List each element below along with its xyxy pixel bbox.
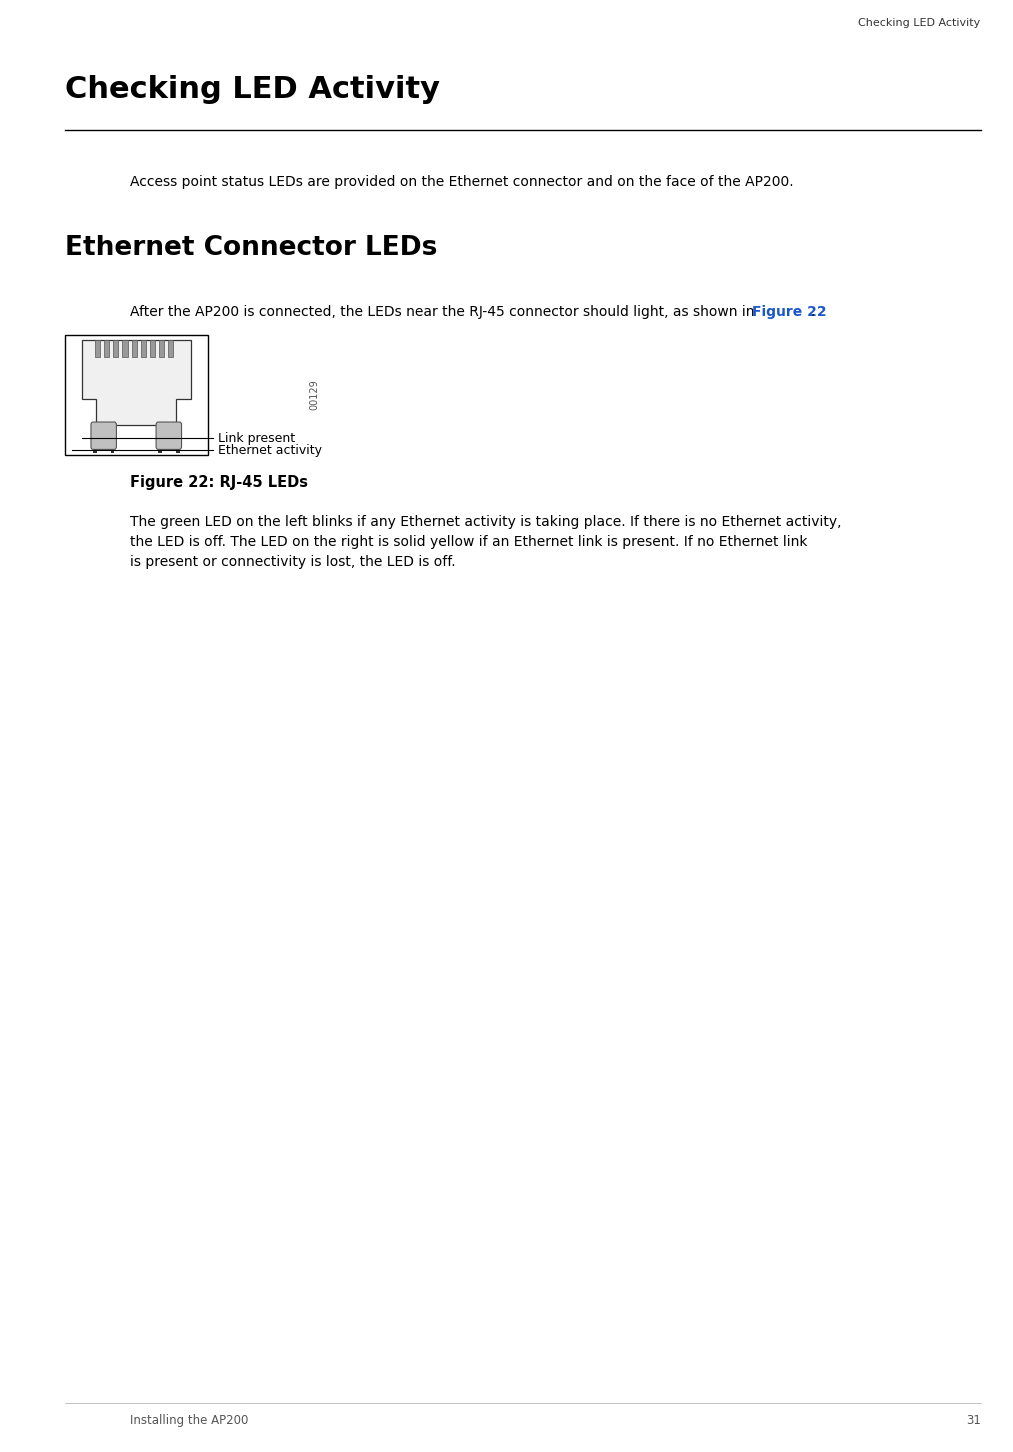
FancyBboxPatch shape bbox=[156, 423, 181, 450]
Bar bbox=[110, 447, 114, 453]
Bar bbox=[123, 340, 128, 357]
Text: Figure 22: Figure 22 bbox=[752, 305, 827, 319]
Bar bbox=[159, 340, 164, 357]
Text: The green LED on the left blinks if any Ethernet activity is taking place. If th: The green LED on the left blinks if any … bbox=[130, 515, 841, 569]
Bar bbox=[65, 335, 208, 454]
Text: Checking LED Activity: Checking LED Activity bbox=[858, 17, 981, 28]
Bar bbox=[141, 340, 146, 357]
Bar bbox=[132, 340, 137, 357]
Text: Ethernet Connector LEDs: Ethernet Connector LEDs bbox=[65, 235, 438, 261]
Text: After the AP200 is connected, the LEDs near the RJ-45 connector should light, as: After the AP200 is connected, the LEDs n… bbox=[130, 305, 759, 319]
Bar bbox=[104, 340, 109, 357]
FancyBboxPatch shape bbox=[91, 423, 116, 450]
Bar bbox=[93, 447, 96, 453]
Bar bbox=[113, 340, 119, 357]
Bar bbox=[95, 340, 100, 357]
Text: 00129: 00129 bbox=[309, 379, 319, 411]
Text: .: . bbox=[810, 305, 814, 319]
Bar bbox=[158, 447, 162, 453]
Text: 31: 31 bbox=[965, 1414, 981, 1427]
Text: Checking LED Activity: Checking LED Activity bbox=[65, 76, 440, 105]
Text: Figure 22: RJ-45 LEDs: Figure 22: RJ-45 LEDs bbox=[130, 475, 308, 489]
Bar bbox=[176, 447, 179, 453]
PathPatch shape bbox=[82, 340, 190, 425]
Bar bbox=[150, 340, 155, 357]
Text: Access point status LEDs are provided on the Ethernet connector and on the face : Access point status LEDs are provided on… bbox=[130, 176, 793, 189]
Text: Link present: Link present bbox=[218, 431, 295, 444]
Bar bbox=[168, 340, 173, 357]
Text: Ethernet activity: Ethernet activity bbox=[218, 444, 322, 456]
Text: Installing the AP200: Installing the AP200 bbox=[130, 1414, 248, 1427]
